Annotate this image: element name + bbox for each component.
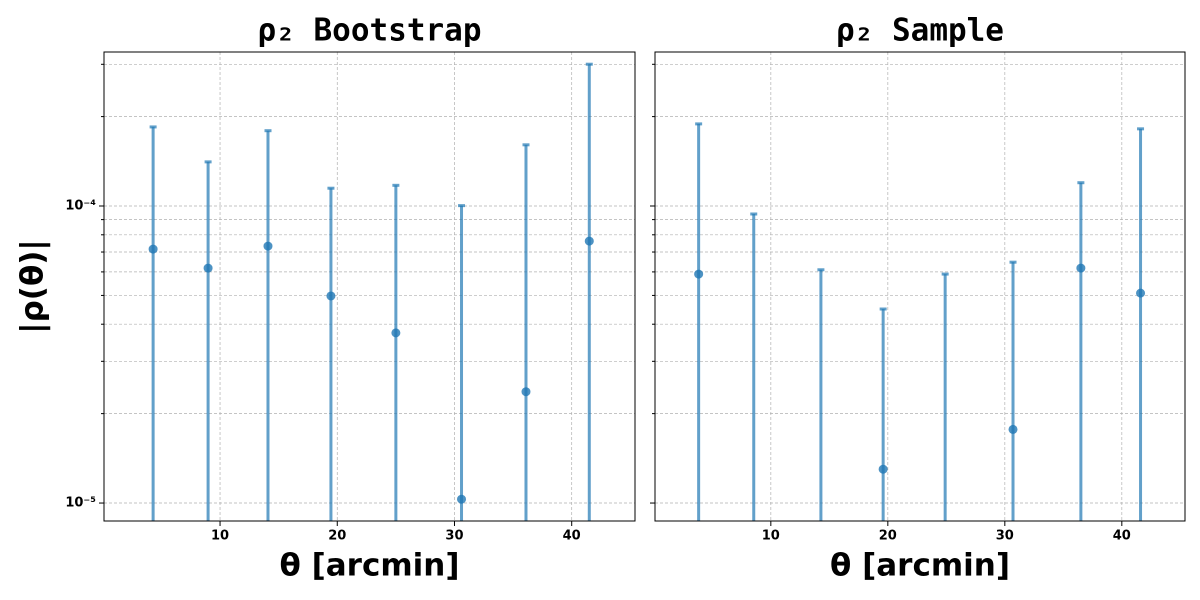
x-tick-label: 40 <box>1113 529 1131 544</box>
data-point <box>263 241 273 251</box>
plot-frame <box>103 51 636 522</box>
data-point <box>694 269 704 279</box>
data-point <box>1136 288 1146 298</box>
x-tick-label: 20 <box>879 529 897 544</box>
data-point <box>203 263 213 273</box>
panel-title: ρ₂ Sample <box>836 13 1004 49</box>
data-point <box>521 387 531 397</box>
data-point <box>457 494 467 504</box>
x-tick-label: 20 <box>328 529 346 544</box>
plot-frame <box>654 51 1186 522</box>
x-tick-label: 30 <box>445 529 463 544</box>
x-tick-label: 30 <box>996 529 1014 544</box>
x-tick-label: 10 <box>211 529 229 544</box>
data-point <box>941 588 950 597</box>
data-point <box>391 328 401 338</box>
y-tick-label: 10⁻⁵ <box>65 496 96 511</box>
data-point <box>1076 263 1086 273</box>
data-point <box>148 244 158 254</box>
data-point <box>878 464 888 474</box>
y-tick-label: 10⁻⁴ <box>65 199 96 214</box>
data-point <box>584 236 594 246</box>
x-axis-label: θ [arcmin] <box>830 548 1010 584</box>
data-point <box>1008 424 1018 434</box>
x-tick-label: 10 <box>762 529 780 544</box>
plot-data <box>148 62 594 521</box>
data-point <box>816 588 825 597</box>
x-axis-label: θ [arcmin] <box>279 548 459 584</box>
x-tick-label: 40 <box>563 529 581 544</box>
plot-data <box>694 122 1146 597</box>
data-point <box>326 291 336 301</box>
y-axis-label: |ρ(θ)| <box>15 239 51 333</box>
panel-title: ρ₂ Bootstrap <box>258 13 482 49</box>
data-point <box>749 588 758 597</box>
